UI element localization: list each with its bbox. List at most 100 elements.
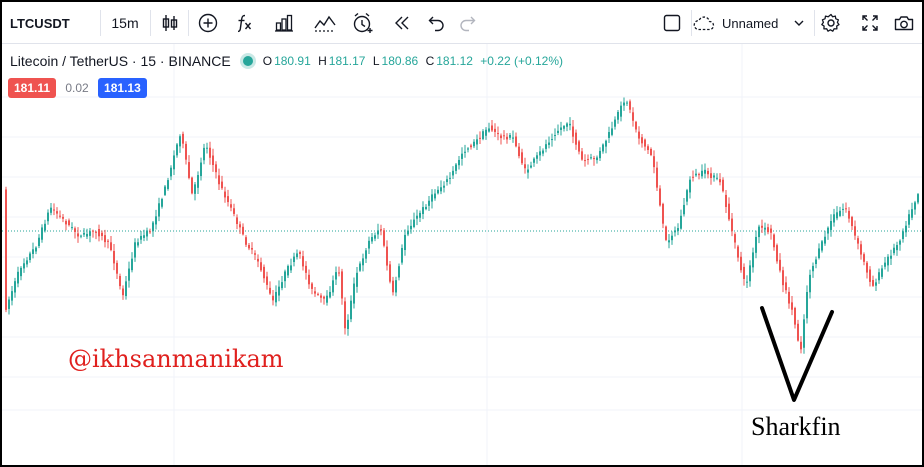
candle-body <box>251 248 253 250</box>
candle-body <box>461 153 463 159</box>
candle-body <box>128 268 130 281</box>
candle-body <box>71 227 73 229</box>
replay-button[interactable] <box>386 2 418 44</box>
candle-body <box>677 228 679 232</box>
fullscreen-icon <box>862 15 878 31</box>
fx-icon <box>237 14 252 33</box>
alert-button[interactable] <box>346 2 380 44</box>
candle-body <box>701 170 703 177</box>
candle-body <box>395 280 397 293</box>
candle-body <box>290 265 292 271</box>
candle-body <box>821 241 823 251</box>
fullscreen-button[interactable] <box>854 2 886 44</box>
candle-body <box>746 281 748 283</box>
compare-icon <box>314 15 336 32</box>
candle-body <box>89 231 91 236</box>
compare-button[interactable] <box>308 2 342 44</box>
candle-body <box>350 300 352 320</box>
market-status-dot[interactable] <box>242 56 253 66</box>
candle-body <box>506 136 508 140</box>
candle-body <box>380 229 382 231</box>
candle-body <box>581 151 583 160</box>
candle-body <box>833 214 835 223</box>
select-layout-button[interactable] <box>656 2 688 44</box>
candle-body <box>125 281 127 297</box>
candle-body <box>119 275 121 287</box>
candle-body <box>824 236 826 244</box>
candle-body <box>425 206 427 210</box>
candle-body <box>242 226 244 235</box>
candle-body <box>293 256 295 263</box>
candle-body <box>233 208 235 214</box>
candles-icon <box>162 15 178 31</box>
candle-body <box>440 187 442 192</box>
candle-body <box>230 204 232 208</box>
candle-body <box>776 245 778 262</box>
candle-body <box>65 220 67 225</box>
candle-body <box>518 146 520 157</box>
candle-body <box>281 282 283 289</box>
interval-button[interactable]: 15m <box>111 15 139 31</box>
candle-body <box>179 136 181 147</box>
candle-body <box>845 208 847 210</box>
redo-button[interactable] <box>452 2 482 44</box>
price-chart[interactable] <box>2 44 922 465</box>
candle-body <box>839 210 841 216</box>
candle-body <box>464 151 466 153</box>
candle-body <box>62 216 64 219</box>
bar-chart-button[interactable] <box>268 2 300 44</box>
symbol-search-button[interactable]: LTCUSDT <box>10 15 70 31</box>
candle-body <box>80 235 82 237</box>
layout-name-button[interactable]: Unnamed <box>692 2 817 44</box>
replay-icon <box>395 16 409 30</box>
candle-body <box>593 158 595 160</box>
candle-body <box>134 242 136 258</box>
candle-body <box>263 266 265 279</box>
candle-body <box>404 234 406 251</box>
sharkfin-v-shape <box>760 306 834 402</box>
candle-body <box>53 209 55 211</box>
candle-body <box>413 219 415 228</box>
chart-grid <box>2 44 922 465</box>
candle-body <box>827 227 829 234</box>
candle-body <box>356 272 358 287</box>
candle-body <box>830 220 832 230</box>
chart-type-button[interactable] <box>154 2 186 44</box>
sharkfin-drawing <box>760 306 834 402</box>
candle-body <box>497 133 499 135</box>
candle-body <box>575 132 577 145</box>
candle-body <box>122 288 124 296</box>
candle-body <box>539 151 541 156</box>
candle-body <box>743 266 745 279</box>
chart-legend: Litecoin / TetherUS · 15 · BINANCE O 180.… <box>10 51 563 71</box>
candle-body <box>47 212 49 222</box>
candle-body <box>146 230 148 237</box>
candle-body <box>779 259 781 271</box>
snapshot-button[interactable] <box>888 2 920 44</box>
candle-body <box>191 177 193 194</box>
candle-body <box>365 250 367 259</box>
candle-body <box>500 135 502 139</box>
fx-button[interactable] <box>228 2 260 44</box>
candle-body <box>494 128 496 132</box>
candle-body <box>245 237 247 245</box>
candle-body <box>641 137 643 144</box>
candle-body <box>905 225 907 233</box>
candle-body <box>815 259 817 265</box>
buy-price-button[interactable]: 181.13 <box>98 78 147 98</box>
toolbar-separator <box>100 10 101 36</box>
legend-title[interactable]: Litecoin / TetherUS · 15 · BINANCE <box>10 53 231 69</box>
bar-chart-icon <box>275 14 293 32</box>
candle-body <box>791 302 793 310</box>
candle-body <box>29 253 31 261</box>
undo-button[interactable] <box>422 2 452 44</box>
candle-body <box>473 141 475 147</box>
candle-body <box>206 147 208 149</box>
redo-icon <box>460 16 476 32</box>
settings-button[interactable] <box>815 2 847 44</box>
candle-body <box>116 262 118 274</box>
indicators-button[interactable] <box>192 2 224 44</box>
candle-body <box>428 200 430 206</box>
candle-body <box>509 135 511 138</box>
sell-price-button[interactable]: 181.11 <box>8 78 57 98</box>
